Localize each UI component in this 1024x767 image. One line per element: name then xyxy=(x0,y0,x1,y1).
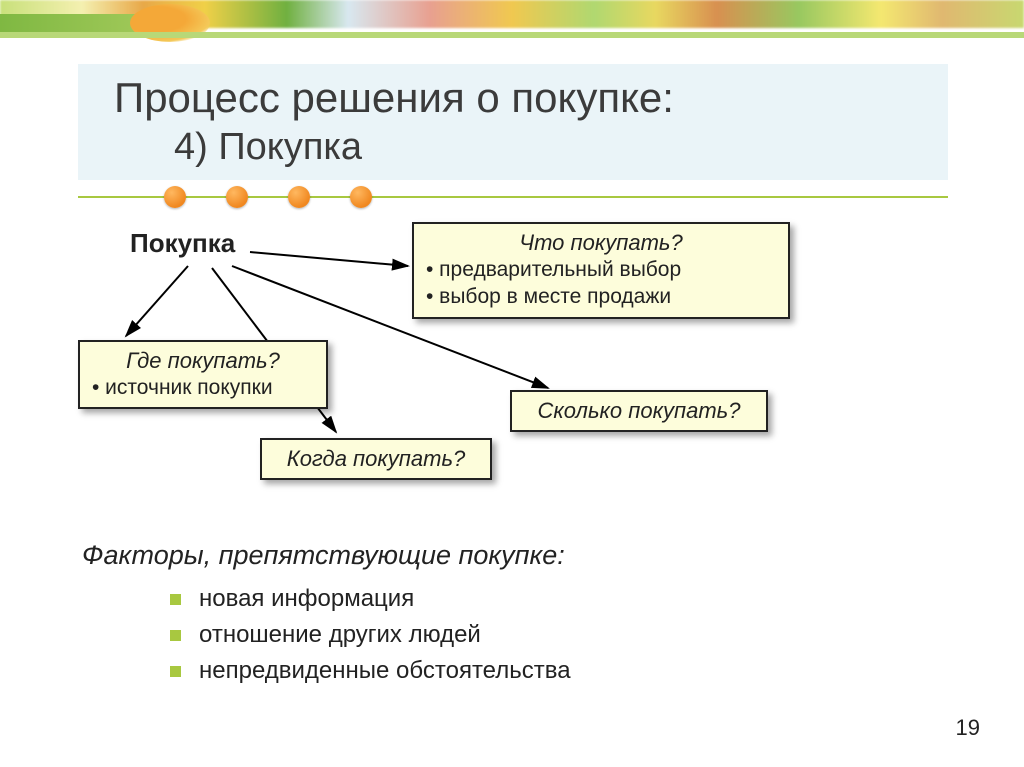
square-bullet-icon xyxy=(170,630,181,641)
bullet-rule-row xyxy=(78,186,948,210)
box-question: Что покупать? xyxy=(426,230,776,256)
factor-item: новая информация xyxy=(170,585,571,613)
bullet-dot xyxy=(226,186,248,208)
box-answer: • источник покупки xyxy=(92,374,314,401)
factor-text: отношение других людей xyxy=(199,621,481,649)
diagram-box-what: Что покупать?• предварительный выбор• вы… xyxy=(412,222,790,319)
factor-item: непредвиденные обстоятельства xyxy=(170,657,571,685)
diagram-box-howmuch: Сколько покупать? xyxy=(510,390,768,432)
decorative-green-bar xyxy=(0,14,140,32)
slide-title: Процесс решения о покупке: 4) Покупка xyxy=(78,64,948,180)
bullet-dot xyxy=(164,186,186,208)
diagram-box-when: Когда покупать? xyxy=(260,438,492,480)
title-line-1: Процесс решения о покупке: xyxy=(114,74,912,122)
page-number: 19 xyxy=(956,715,980,741)
bullet-dot xyxy=(288,186,310,208)
square-bullet-icon xyxy=(170,594,181,605)
decorative-underline xyxy=(0,32,1024,38)
horizontal-rule xyxy=(78,196,948,198)
diagram-box-where: Где покупать?• источник покупки xyxy=(78,340,328,409)
factor-item: отношение других людей xyxy=(170,621,571,649)
factors-title: Факторы, препятствующие покупке: xyxy=(82,540,571,571)
diagram-source-label: Покупка xyxy=(130,228,235,259)
title-line-2: 4) Покупка xyxy=(174,126,912,169)
box-question: Сколько покупать? xyxy=(524,398,754,424)
square-bullet-icon xyxy=(170,666,181,677)
box-answer: • предварительный выбор xyxy=(426,256,776,283)
box-answer: • выбор в месте продажи xyxy=(426,283,776,310)
factor-text: непредвиденные обстоятельства xyxy=(199,657,571,685)
box-question: Когда покупать? xyxy=(274,446,478,472)
factors-section: Факторы, препятствующие покупке: новая и… xyxy=(82,540,571,693)
bullet-dot xyxy=(350,186,372,208)
factor-text: новая информация xyxy=(199,585,414,613)
box-question: Где покупать? xyxy=(92,348,314,374)
